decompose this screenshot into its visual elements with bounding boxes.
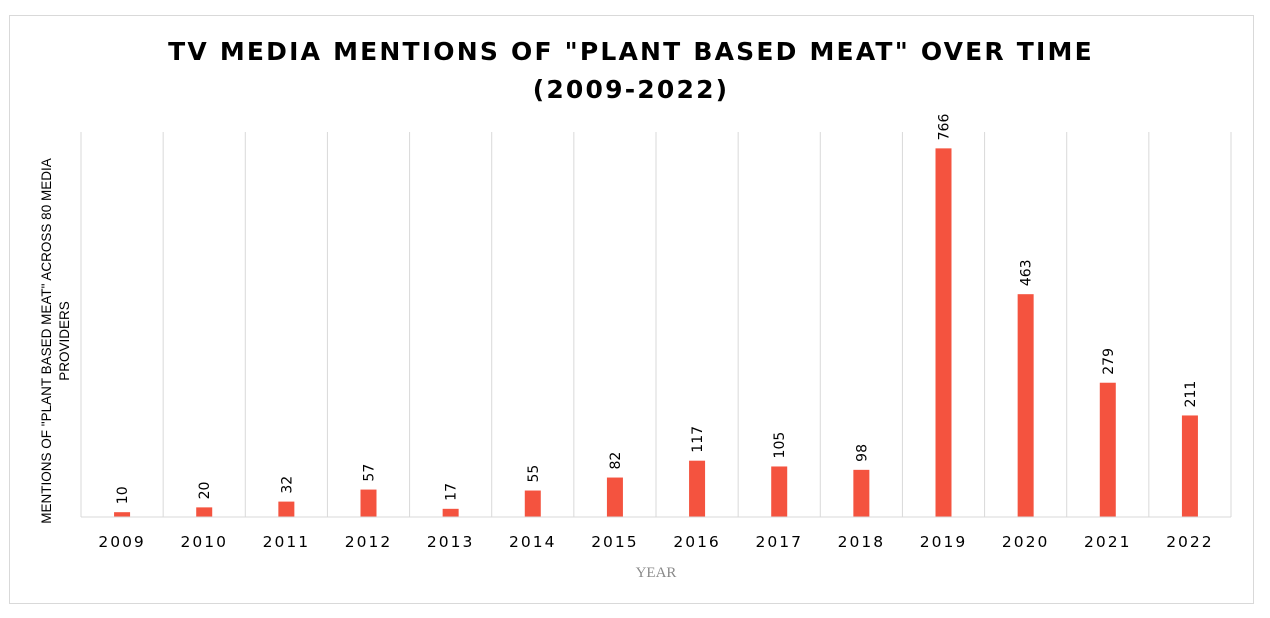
x-tick-2018: 2018	[838, 533, 885, 551]
x-tick-2019: 2019	[920, 533, 967, 551]
data-label-2021: 279	[1101, 348, 1117, 375]
bar-2010	[196, 507, 213, 517]
data-labels: 10 20 32 57 17 55 82 117 105 98 766 463 279 211	[115, 114, 1199, 505]
data-label-2010: 20	[197, 482, 213, 500]
data-label-2022: 211	[1183, 381, 1199, 408]
data-label-2016: 117	[690, 426, 706, 453]
y-axis-title: MENTIONS OF "PLANT BASED MEAT" ACROSS 80…	[39, 158, 72, 523]
x-tick-2016: 2016	[673, 533, 720, 551]
chart-title-line-2: (2009-2022)	[533, 75, 730, 104]
bar-2013	[442, 508, 459, 517]
x-tick-2014: 2014	[509, 533, 556, 551]
bar-2018	[853, 469, 870, 517]
x-axis-title: YEAR	[636, 565, 677, 581]
data-label-2011: 32	[279, 476, 295, 494]
chart-title-line-1: TV MEDIA MENTIONS OF "PLANT BASED MEAT" …	[168, 37, 1094, 66]
bar-2016	[689, 460, 706, 517]
data-label-2019: 766	[937, 114, 953, 141]
bar-2020	[1017, 294, 1034, 517]
bar-2022	[1181, 415, 1198, 517]
bar-2012	[360, 489, 377, 517]
x-tick-2010: 2010	[180, 533, 227, 551]
data-label-2018: 98	[854, 444, 870, 462]
x-tick-2017: 2017	[755, 533, 802, 551]
data-label-2020: 463	[1019, 259, 1035, 286]
bar-2009	[114, 512, 131, 517]
bar-2014	[524, 490, 541, 517]
bar-2011	[278, 501, 295, 517]
x-tick-2013: 2013	[427, 533, 474, 551]
data-label-2012: 57	[362, 464, 378, 482]
data-label-2013: 17	[444, 483, 460, 501]
y-axis-title-line-2: PROVIDERS	[57, 301, 72, 381]
bar-2017	[771, 466, 788, 517]
bar-2021	[1099, 382, 1116, 517]
x-tick-2009: 2009	[98, 533, 145, 551]
x-tick-2011: 2011	[263, 533, 310, 551]
x-tick-2012: 2012	[345, 533, 392, 551]
bar-2019	[935, 148, 952, 518]
bars	[114, 148, 1198, 518]
x-tick-2020: 2020	[1002, 533, 1049, 551]
x-tick-labels: 2009 2010 2011 2012 2013 2014 2015 2016 2017 2018…	[98, 533, 1213, 551]
x-tick-2022: 2022	[1166, 533, 1213, 551]
bar-2015	[606, 477, 623, 517]
chart-frame	[9, 15, 1254, 604]
data-label-2009: 10	[115, 486, 131, 504]
data-label-2017: 105	[772, 432, 788, 459]
y-axis-title-line-1: MENTIONS OF "PLANT BASED MEAT" ACROSS 80…	[39, 158, 54, 523]
data-label-2015: 82	[608, 452, 624, 470]
gridlines	[80, 132, 1232, 517]
data-label-2014: 55	[526, 465, 542, 483]
x-tick-2021: 2021	[1084, 533, 1131, 551]
x-tick-2015: 2015	[591, 533, 638, 551]
